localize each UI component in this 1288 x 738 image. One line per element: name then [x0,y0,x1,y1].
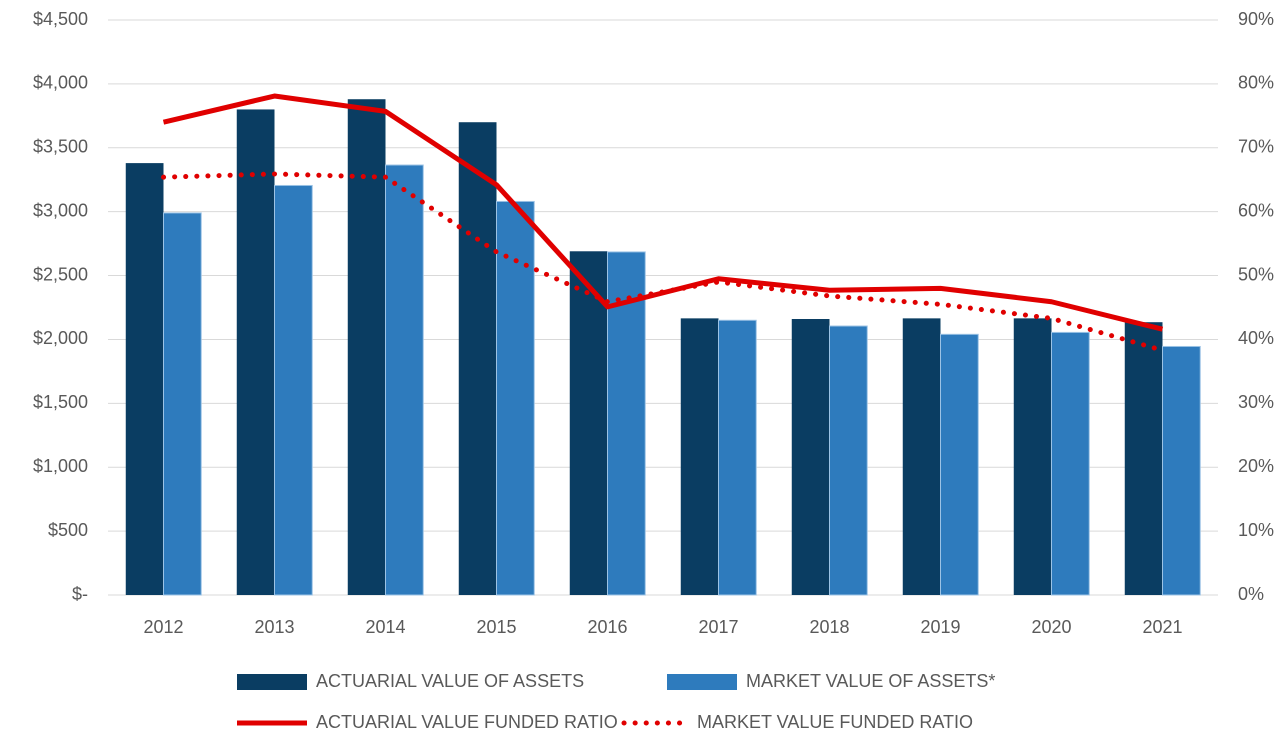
legend-label: MARKET VALUE OF ASSETS* [746,671,995,691]
x-tick-label: 2019 [920,617,960,637]
bar [125,163,164,595]
y2-tick-label: 10% [1238,520,1274,540]
x-tick-label: 2014 [365,617,405,637]
y2-tick-label: 70% [1238,137,1274,157]
x-tick-label: 2012 [143,617,183,637]
bar [274,184,313,596]
x-tick-label: 2020 [1031,617,1071,637]
x-tick-label: 2013 [254,617,294,637]
legend-swatch [667,674,737,690]
bar [680,318,719,595]
y-tick-label: $1,000 [33,456,88,476]
legend-label: MARKET VALUE FUNDED RATIO [697,712,973,732]
bar [347,99,386,595]
bar [607,251,646,596]
bar [236,109,275,595]
x-tick-label: 2015 [476,617,516,637]
bar [718,319,757,596]
bar [1051,331,1090,596]
y-tick-label: $2,000 [33,328,88,348]
bar [569,251,608,595]
y-tick-label: $4,000 [33,73,88,93]
y2-tick-label: 30% [1238,392,1274,412]
legend-swatch [237,674,307,690]
y2-tick-label: 40% [1238,328,1274,348]
y2-tick-label: 0% [1238,584,1264,604]
bar [902,318,941,595]
y-tick-label: $2,500 [33,264,88,284]
y-tick-label: $3,500 [33,137,88,157]
y2-tick-label: 60% [1238,200,1274,220]
bar [829,325,868,596]
y-tick-label: $1,500 [33,392,88,412]
bar [1124,322,1163,595]
bar [385,164,424,596]
y2-tick-label: 20% [1238,456,1274,476]
line [161,171,1165,353]
x-tick-label: 2018 [809,617,849,637]
y-tick-label: $- [72,584,88,604]
bar [458,122,497,595]
y2-tick-label: 90% [1238,9,1274,29]
y2-tick-label: 50% [1238,264,1274,284]
legend-label: ACTUARIAL VALUE OF ASSETS [316,671,584,691]
bar [163,212,202,596]
y-tick-label: $500 [48,520,88,540]
x-tick-label: 2017 [698,617,738,637]
bar [1162,345,1201,596]
bar [791,319,830,595]
y2-tick-label: 80% [1238,73,1274,93]
x-tick-label: 2016 [587,617,627,637]
bar [940,333,979,596]
x-tick-label: 2021 [1142,617,1182,637]
bar [1013,318,1052,595]
y-tick-label: $4,500 [33,9,88,29]
legend-label: ACTUARIAL VALUE FUNDED RATIO [316,712,618,732]
y-tick-label: $3,000 [33,200,88,220]
